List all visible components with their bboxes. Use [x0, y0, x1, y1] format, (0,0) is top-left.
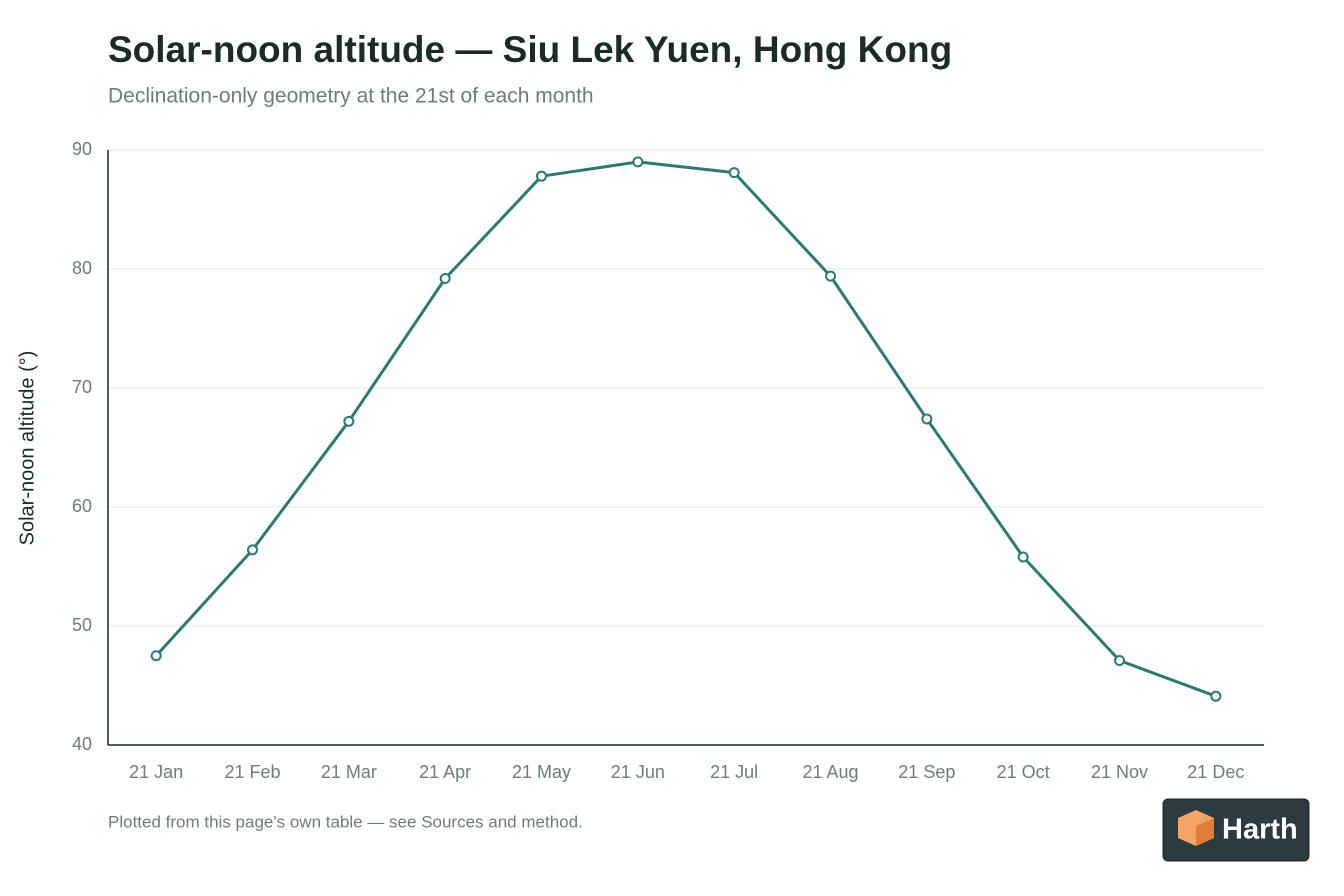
x-tick-label: 21 Feb [224, 762, 280, 782]
logo-icon-side [1196, 818, 1214, 846]
y-tick-label: 70 [72, 377, 92, 397]
point [343, 415, 355, 427]
point [247, 544, 258, 556]
x-tick-label: 21 Mar [321, 762, 377, 782]
y-tick-label: 50 [72, 615, 92, 635]
brand-name: Harth [1222, 814, 1298, 846]
chart-subtitle: Declination-only geometry at the 21st of… [108, 85, 594, 108]
y-tick-label: 90 [72, 139, 92, 159]
y-axis-label: Solar-noon altitude (°) [16, 351, 38, 546]
y-tick-label: 80 [72, 258, 92, 278]
y-tick-label: 60 [72, 496, 92, 516]
x-tick-label: 21 Apr [419, 762, 471, 782]
point [1210, 690, 1222, 702]
x-tick-label: 21 Jan [129, 762, 183, 782]
x-tick-label: 21 Dec [1187, 762, 1244, 782]
x-tick-label: 21 Nov [1091, 762, 1148, 782]
point [921, 413, 933, 425]
line [155, 160, 1217, 698]
x-tick-label: 21 Jul [710, 762, 758, 782]
x-tick-label: 21 May [512, 762, 571, 782]
point [150, 650, 162, 662]
point [536, 170, 547, 182]
y-tick-label: 40 [72, 734, 92, 754]
point [439, 273, 451, 285]
x-tick-label: 21 Sep [898, 762, 955, 782]
point [1017, 551, 1029, 563]
point [728, 167, 740, 179]
point [825, 270, 836, 282]
x-tick-label: 21 Oct [997, 762, 1050, 782]
x-tick-label: 21 Aug [802, 762, 858, 782]
brand-logo: Harth [1162, 798, 1310, 862]
point [1114, 655, 1125, 667]
chart-title: Solar-noon altitude — Siu Lek Yuen, Hong… [108, 29, 952, 70]
point [632, 156, 644, 168]
footnote: Plotted from this page's own table — see… [108, 812, 583, 831]
x-tick-label: 21 Jun [611, 762, 665, 782]
